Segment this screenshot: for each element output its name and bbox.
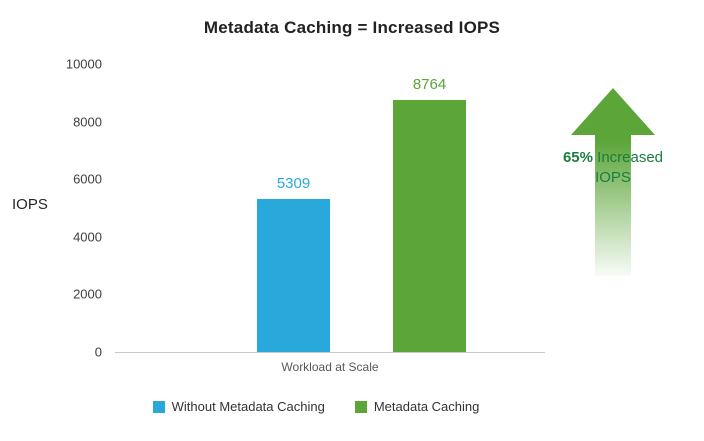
bar-without-metadata-caching: 5309 (257, 64, 330, 352)
increase-arrow-icon (571, 88, 655, 276)
bar-rect-without-caching (257, 199, 330, 352)
y-axis-ticks: 10000 8000 6000 4000 2000 0 (30, 57, 102, 360)
legend: Without Metadata Caching Metadata Cachin… (20, 399, 612, 414)
bar-value-label: 8764 (412, 75, 447, 93)
y-tick: 10000 (65, 56, 102, 72)
plot-area: 5309 8764 Workload at Scale (115, 64, 545, 374)
legend-swatch-blue (152, 400, 165, 413)
increase-label: Increased IOPS (592, 149, 664, 186)
increase-annotation: 65% Increased IOPS (546, 148, 680, 187)
legend-item-without-caching: Without Metadata Caching (152, 399, 325, 414)
legend-label: Metadata Caching (373, 399, 480, 414)
y-tick: 8000 (73, 114, 102, 130)
y-tick: 2000 (73, 286, 102, 302)
legend-swatch-green (354, 400, 367, 413)
bar-metadata-caching: 8764 (393, 64, 466, 352)
y-tick: 6000 (73, 171, 102, 187)
legend-label: Without Metadata Caching (171, 399, 325, 414)
legend-item-metadata-caching: Metadata Caching (354, 399, 480, 414)
x-category-label: Workload at Scale (281, 360, 379, 374)
y-axis-title: IOPS (12, 196, 48, 213)
x-axis-line (115, 352, 545, 353)
increase-percent: 65% (562, 149, 593, 166)
bar-value-label: 5309 (276, 175, 311, 193)
chart-title: Metadata Caching = Increased IOPS (203, 18, 501, 37)
bar-rect-metadata-caching (393, 99, 466, 352)
y-tick: 0 (94, 344, 102, 360)
y-tick: 4000 (73, 229, 102, 245)
